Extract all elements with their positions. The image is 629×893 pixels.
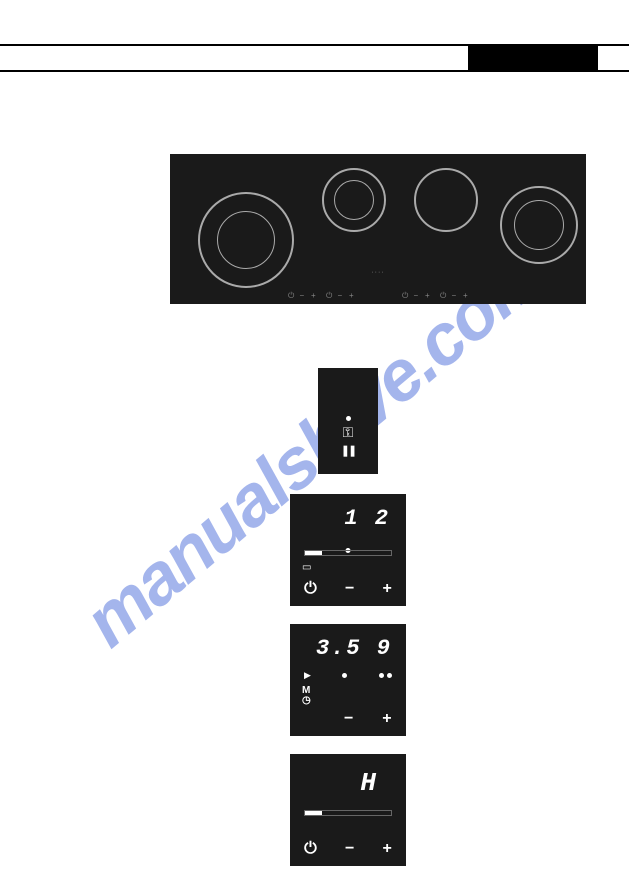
cooking-zone-4: [500, 186, 578, 264]
heat-bar: [304, 810, 392, 816]
power-display: 1 2: [344, 506, 390, 531]
hob-ctl-1: ⏻−+: [288, 284, 316, 298]
hob-ctl-4: ⏻−+: [440, 284, 468, 298]
header-rule-bottom: [0, 70, 629, 72]
panel-residual-heat: H ⏻ − +: [290, 754, 406, 866]
zone-icon: ▭: [302, 562, 311, 573]
cooking-zone-1-inner: [217, 211, 275, 269]
hob-brand-text: ····: [371, 269, 384, 276]
panel-power-level: 1 2 ▭ ⏻ − +: [290, 494, 406, 606]
plus-button[interactable]: +: [383, 580, 392, 598]
hob-ctl-3: ⏻−+: [402, 284, 430, 298]
timer-plus-button[interactable]: +: [382, 710, 391, 728]
timer-dot-1: [342, 673, 347, 678]
hob-ctl-spacer: [364, 284, 392, 298]
cooking-zone-3: [414, 168, 478, 232]
cooking-zone-2: [322, 168, 386, 232]
cooking-zone-4-inner: [514, 200, 564, 250]
heat-power-button[interactable]: ⏻: [304, 840, 317, 858]
minus-button[interactable]: −: [345, 580, 354, 598]
timer-dot-3: [387, 673, 392, 678]
heat-plus-button[interactable]: +: [383, 840, 392, 858]
timer-display: 3.5 9: [316, 636, 392, 661]
cooking-zone-1: [198, 192, 294, 288]
key-icon[interactable]: ⚿: [318, 424, 378, 441]
section-tab: [468, 44, 598, 72]
play-icon[interactable]: ▶: [304, 670, 311, 681]
power-button[interactable]: ⏻: [304, 580, 317, 598]
hob-ctl-2: ⏻−+: [326, 284, 354, 298]
hob-mini-controls: ⏻−+ ⏻−+ ⏻−+ ⏻−+: [288, 284, 468, 298]
lock-dot-icon: [346, 416, 351, 421]
timer-dot-2: [379, 673, 384, 678]
panel-timer: 3.5 9 ▶ M ◷ X − +: [290, 624, 406, 736]
panel-lock: ⚿ ❚❚: [318, 368, 378, 474]
heat-display: H: [360, 768, 378, 798]
timer-minus-button[interactable]: −: [344, 710, 353, 728]
pause-icon[interactable]: ❚❚: [318, 444, 378, 457]
power-bar: [304, 550, 392, 556]
heat-minus-button[interactable]: −: [345, 840, 354, 858]
clock-icon[interactable]: ◷: [302, 696, 311, 706]
cooking-zone-2-inner: [334, 180, 374, 220]
hob-overview: ···· ⏻−+ ⏻−+ ⏻−+ ⏻−+: [170, 154, 586, 304]
